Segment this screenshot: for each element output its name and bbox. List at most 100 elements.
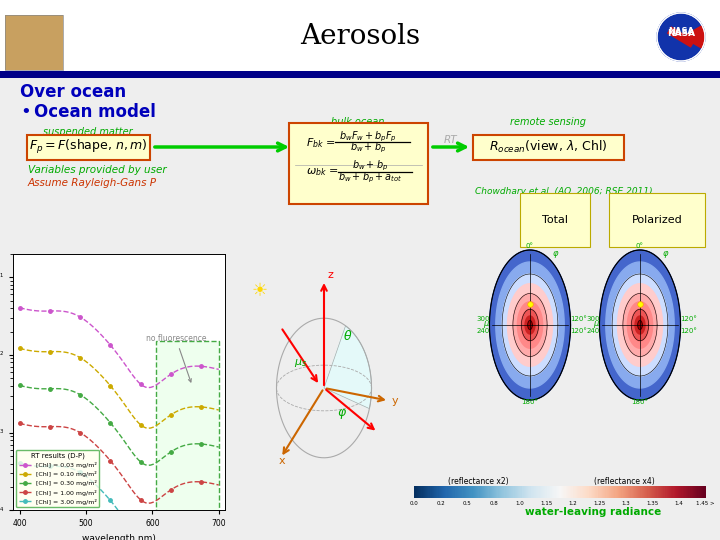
[Chl] = 0.03 mg/m² [15,305,24,311]
Text: $b_w F_w + b_p F_p$: $b_w F_w + b_p F_p$ [339,130,397,144]
Text: $\mu$: $\mu$ [482,320,490,330]
[Chl] = 0.10 mg/m² [146,425,155,431]
[Chl] = 1.00 mg/m² [104,455,112,461]
Line: [Chl] = 0.10 mg/m²: [Chl] = 0.10 mg/m² [18,347,220,430]
Text: $R_{ocean}$(view, $\lambda$, Chl): $R_{ocean}$(view, $\lambda$, Chl) [489,139,607,155]
Polygon shape [525,316,535,334]
Polygon shape [623,294,657,356]
[Chl] = 1.00 mg/m² [15,420,24,427]
Text: Ocean model: Ocean model [34,103,156,121]
Text: y: y [392,396,398,407]
Text: bulk ocean: bulk ocean [331,117,384,127]
Line: [Chl] = 0.03 mg/m²: [Chl] = 0.03 mg/m² [18,306,220,389]
Bar [5,15,63,70]
[Chl] = 0.10 mg/m² [104,380,112,386]
Polygon shape [521,309,539,341]
Text: 0°: 0° [636,243,644,249]
[Chl] = 0.03 mg/m² [194,363,203,369]
Text: •: • [20,103,31,121]
Wedge shape [681,25,705,49]
Text: 120°: 120° [680,316,697,322]
Text: remote sensing: remote sensing [510,117,586,127]
Line: [Chl] = 1.00 mg/m²: [Chl] = 1.00 mg/m² [18,422,220,505]
[Chl] = 3.00 mg/m² [139,530,148,537]
Text: Variables provided by user: Variables provided by user [28,165,166,175]
Text: Polarized: Polarized [631,215,683,225]
Text: Assume Rayleigh-Gans P: Assume Rayleigh-Gans P [28,178,157,188]
Text: (reflectance x4): (reflectance x4) [593,477,654,487]
Text: 180°: 180° [521,399,539,405]
Polygon shape [606,262,674,388]
[Chl] = 3.00 mg/m² [154,530,163,537]
Polygon shape [638,321,642,329]
Text: $\omega_{bk}$ =: $\omega_{bk}$ = [306,166,338,178]
[Chl] = 0.30 mg/m² [134,456,143,463]
Text: 0.2: 0.2 [436,501,445,506]
Polygon shape [496,262,564,388]
[Chl] = 1.00 mg/m² [194,478,203,485]
Text: $\varphi$: $\varphi$ [337,407,347,421]
[Chl] = 0.03 mg/m² [154,380,163,387]
[Chl] = 3.00 mg/m² [131,530,140,537]
[Chl] = 0.03 mg/m² [134,379,143,385]
Line: [Chl] = 3.00 mg/m²: [Chl] = 3.00 mg/m² [18,461,220,536]
[Chl] = 0.03 mg/m² [136,381,145,387]
Text: 120°: 120° [680,328,697,334]
[Chl] = 1.00 mg/m² [136,497,145,503]
[Chl] = 0.30 mg/m² [146,462,155,468]
Text: $\varphi$: $\varphi$ [662,249,670,260]
[Chl] = 0.10 mg/m² [194,403,203,410]
Polygon shape [513,294,547,356]
Text: Total: Total [542,215,568,225]
Text: Chowdhary et al. (AO, 2006; RSE 2011): Chowdhary et al. (AO, 2006; RSE 2011) [475,187,652,197]
[Chl] = 3.00 mg/m² [136,530,145,537]
Text: 120°: 120° [570,328,587,334]
Text: RT: RT [444,135,458,145]
Text: 180°: 180° [631,399,649,405]
Text: 1.25: 1.25 [593,501,606,506]
X-axis label: wavelength nm): wavelength nm) [82,534,156,540]
[Chl] = 1.00 mg/m² [134,494,143,501]
[Chl] = 0.30 mg/m² [154,458,163,464]
Polygon shape [528,321,532,329]
[Chl] = 0.30 mg/m² [104,416,112,423]
[Chl] = 3.00 mg/m² [194,518,203,525]
Polygon shape [618,284,662,366]
Bar [0,71,720,78]
Text: (reflectance x2): (reflectance x2) [448,477,508,487]
FancyBboxPatch shape [27,134,150,159]
Polygon shape [627,302,652,348]
[Chl] = 0.10 mg/m² [15,345,24,352]
Text: 1.15: 1.15 [541,501,553,506]
Polygon shape [490,250,570,400]
Text: Aerosols: Aerosols [300,24,420,51]
Polygon shape [324,326,372,409]
[Chl] = 1.00 mg/m² [146,500,155,507]
Text: $\mu$: $\mu$ [593,320,600,330]
[Chl] = 3.00 mg/m² [15,460,24,467]
FancyBboxPatch shape [289,123,428,204]
Text: $\mu_s$: $\mu_s$ [294,357,307,369]
[Chl] = 3.00 mg/m² [215,522,223,528]
Polygon shape [631,309,649,341]
Text: NASA: NASA [667,29,695,37]
Text: 240: 240 [477,328,490,334]
Text: 300: 300 [586,316,600,322]
[Chl] = 0.10 mg/m² [215,407,223,413]
Text: x: x [278,456,285,466]
Text: 0.8: 0.8 [489,501,498,506]
[Chl] = 0.10 mg/m² [136,422,145,428]
[Chl] = 0.30 mg/m² [15,382,24,389]
Text: NASA: NASA [668,28,694,37]
Text: $b_w + b_p$: $b_w + b_p$ [350,141,386,155]
Text: $b_w + b_p + a_{tot}$: $b_w + b_p + a_{tot}$ [338,171,402,185]
Text: 1.35: 1.35 [647,501,659,506]
Text: z: z [328,269,333,280]
Text: 0°: 0° [526,243,534,249]
Polygon shape [635,316,645,334]
[Chl] = 0.03 mg/m² [215,366,223,373]
[Chl] = 0.30 mg/m² [144,462,153,469]
Legend: [Chl] = 0.03 mg/m², [Chl] = 0.10 mg/m², [Chl] = 0.30 mg/m², [Chl] = 1.00 mg/m², : [Chl] = 0.03 mg/m², [Chl] = 0.10 mg/m², … [16,450,99,507]
[Chl] = 0.10 mg/m² [134,419,143,426]
Polygon shape [502,274,558,376]
